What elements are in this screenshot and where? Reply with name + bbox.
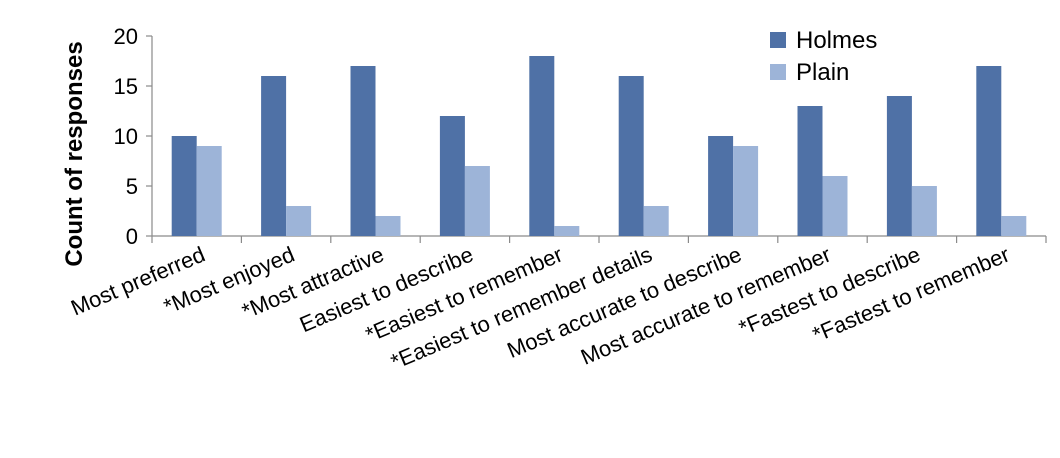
bar-plain: [1001, 216, 1027, 236]
legend-label-plain: Plain: [796, 59, 849, 86]
bar-holmes: [439, 116, 465, 236]
legend-swatch-holmes: [770, 32, 786, 48]
bar-plain: [643, 206, 669, 236]
bar-holmes: [708, 136, 734, 236]
legend-swatch-plain: [770, 64, 786, 80]
bar-holmes: [976, 66, 1002, 236]
bar-holmes: [350, 66, 376, 236]
y-axis-title: Count of responses: [61, 41, 88, 266]
y-tick-label: 15: [114, 74, 138, 99]
bar-holmes: [171, 136, 197, 236]
legend-label-holmes: Holmes: [796, 27, 877, 54]
bar-holmes: [529, 56, 555, 236]
y-tick-label: 20: [114, 24, 138, 49]
bar-holmes: [886, 96, 912, 236]
bar-plain: [196, 146, 222, 236]
bar-plain: [733, 146, 759, 236]
bar-plain: [375, 216, 401, 236]
bar-holmes: [261, 76, 287, 236]
y-tick-label: 0: [126, 224, 138, 249]
bar-plain: [911, 186, 937, 236]
bar-plain: [822, 176, 848, 236]
y-tick-label: 5: [126, 174, 138, 199]
bar-plain: [286, 206, 312, 236]
bar-plain: [464, 166, 490, 236]
bar-holmes: [618, 76, 644, 236]
bar-holmes: [797, 106, 823, 236]
bar-plain: [554, 226, 580, 236]
y-tick-label: 10: [114, 124, 138, 149]
